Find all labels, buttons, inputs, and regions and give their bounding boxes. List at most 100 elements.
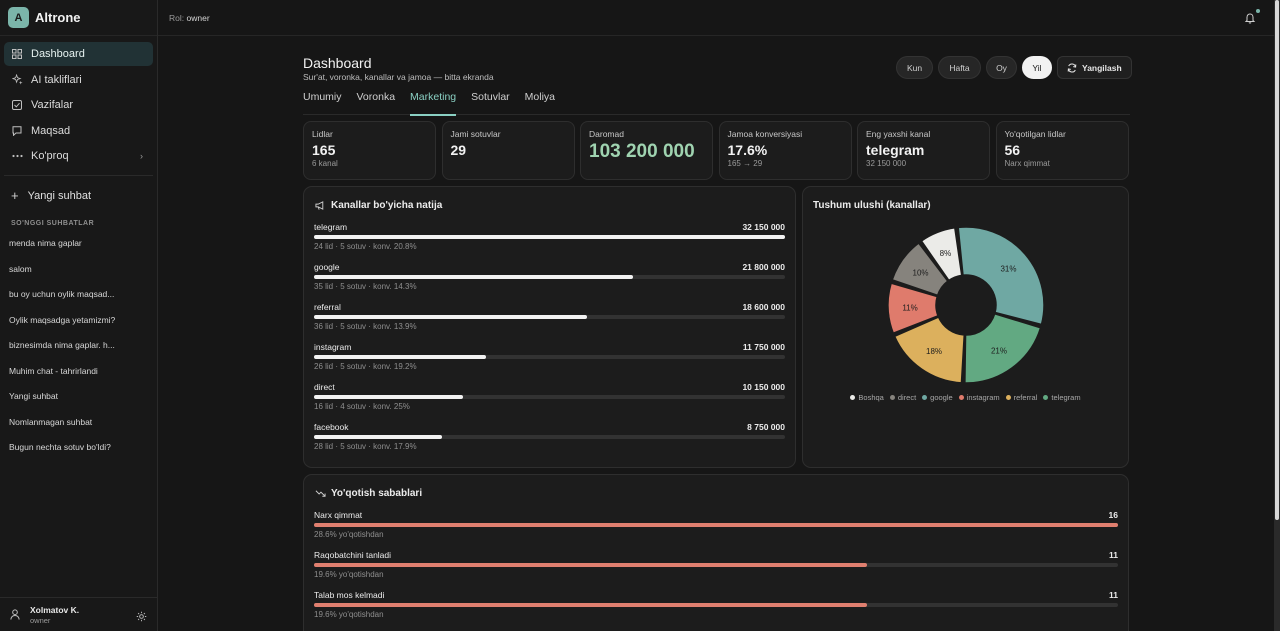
brand-logo: A — [8, 7, 29, 28]
tab-marketing[interactable]: Marketing — [410, 91, 457, 116]
loss-reason-count: 11 — [1109, 590, 1118, 600]
pie-label: 11% — [902, 303, 917, 312]
main-area: Rol: owner Dashboard Sur'at, voronka, ka… — [158, 0, 1280, 631]
kpi-value: 29 — [450, 142, 467, 158]
user-icon — [9, 609, 21, 621]
loss-reason-header: Raqobatchini tanladi 11 — [314, 550, 1118, 560]
sidebar-item-more[interactable]: Ko'proq › — [4, 144, 153, 168]
recent-chat-item[interactable]: Yangi suhbat — [9, 391, 58, 402]
loss-reasons-title-text: Yo'qotish sabablari — [331, 488, 423, 499]
kpi-label: Jami sotuvlar — [450, 129, 501, 139]
sidebar-item-label: Maqsad — [31, 124, 71, 137]
legend-item: referral — [1005, 393, 1038, 402]
channel-bar-track — [314, 355, 785, 359]
channel-bar-fill — [314, 315, 587, 319]
legend-label: telegram — [1051, 393, 1081, 402]
recent-chats-title: SO'NGGI SUHBATLAR — [11, 219, 95, 227]
revenue-share-title: Tushum ulushi (kanallar) — [813, 200, 931, 211]
period-oy-button[interactable]: Oy — [986, 56, 1017, 79]
gear-icon[interactable] — [136, 609, 148, 621]
loss-reason-name: Raqobatchini tanladi — [314, 550, 392, 560]
channel-name: google — [314, 262, 340, 272]
channel-revenue: 32 150 000 — [742, 222, 785, 232]
legend-swatch — [922, 395, 928, 400]
channel-name: telegram — [314, 222, 348, 232]
period-kun-button[interactable]: Kun — [896, 56, 933, 79]
tab-voronka[interactable]: Voronka — [356, 91, 396, 103]
kpi-sub: Narx qimmat — [1004, 159, 1050, 168]
period-selector: Kun Hafta Oy Yil Yangilash — [896, 56, 1132, 79]
megaphone-icon — [315, 200, 326, 211]
legend-item: direct — [889, 393, 917, 402]
channel-revenue: 8 750 000 — [747, 422, 785, 432]
pie-slice-google[interactable] — [887, 282, 940, 335]
channels-card-title: Kanallar bo'yicha natija — [315, 200, 442, 211]
tab-sotuvlar[interactable]: Sotuvlar — [471, 91, 510, 103]
legend-label: Boshqa — [858, 393, 884, 402]
loss-reason-row: Raqobatchini tanladi 11 19.6% yo'qotishdan — [314, 550, 1118, 579]
recent-chat-item[interactable]: bu oy uchun oylik maqsad... — [9, 289, 115, 300]
brand[interactable]: A Altrone — [0, 0, 157, 36]
loss-reason-name: Talab mos kelmadi — [314, 590, 385, 600]
revenue-share-card: Tushum ulushi (kanallar) 31% 21% 18% 11% 10%… — [802, 186, 1129, 468]
pie-slice-telegram[interactable] — [957, 226, 1045, 326]
legend-label: direct — [897, 393, 917, 402]
trending-down-icon — [315, 488, 326, 499]
scrollbar[interactable] — [1274, 0, 1280, 631]
recent-chat-item[interactable]: salom — [9, 263, 32, 274]
tab-moliya[interactable]: Moliya — [524, 91, 556, 103]
tab-umumiy[interactable]: Umumiy — [303, 91, 342, 103]
refresh-icon — [1067, 63, 1077, 73]
pie-slice-instagram[interactable] — [893, 316, 966, 384]
user-info: Xolmatov K. owner — [30, 605, 136, 625]
kpi-value: 103 200 000 — [589, 141, 695, 162]
loss-reasons-title: Yo'qotish sabablari — [315, 488, 422, 499]
kpi-card-eng-yaxshi-kanal: Eng yaxshi kanal telegram 32 150 000 — [857, 121, 990, 180]
sidebar-item-maqsad[interactable]: Maqsad — [4, 119, 153, 143]
legend-label: referral — [1013, 393, 1038, 402]
bell-icon[interactable] — [1244, 11, 1256, 24]
role-value: owner — [186, 12, 210, 23]
loss-reason-count: 11 — [1109, 550, 1118, 560]
recent-chat-item[interactable]: Muhim chat - tahrirlandi — [9, 365, 98, 376]
recent-chat-item[interactable]: menda nima gaplar — [9, 238, 82, 249]
channel-row: direct 10 150 000 16 lid · 4 sotuv · konv.… — [314, 382, 785, 411]
user-role: owner — [30, 615, 51, 625]
chart-legend: Boshqa direct google instagram referral teleg… — [803, 393, 1128, 402]
pie-slice-referral[interactable] — [964, 312, 1042, 384]
page-title: Dashboard — [303, 55, 372, 71]
user-panel: Xolmatov K. owner — [0, 597, 157, 631]
plus-icon: + — [11, 188, 19, 203]
recent-chat-item[interactable]: Bugun nechta sotuv bo'ldi? — [9, 442, 111, 453]
channel-row: telegram 32 150 000 24 lid · 5 sotuv · kon… — [314, 222, 785, 251]
period-yil-button[interactable]: Yil — [1022, 56, 1052, 79]
new-chat-button[interactable]: + Yangi suhbat — [0, 184, 157, 208]
sidebar-item-vazifalar[interactable]: Vazifalar — [4, 93, 153, 117]
kpi-card-yoqotilgan-lidlar: Yo'qotilgan lidlar 56 Narx qimmat — [995, 121, 1129, 180]
legend-swatch — [850, 395, 856, 400]
pie-slice-direct[interactable] — [891, 241, 949, 297]
legend-swatch — [889, 395, 895, 400]
recent-chat-item[interactable]: biznesimda nima gaplar. h... — [9, 340, 115, 351]
channel-revenue: 18 600 000 — [742, 302, 785, 312]
channel-row: facebook 8 750 000 28 lid · 5 sotuv · konv… — [314, 422, 785, 451]
channel-bar-fill — [314, 395, 463, 399]
sidebar-item-ai-takliflari[interactable]: AI takliflari — [4, 68, 153, 92]
loss-bar-fill — [314, 603, 867, 607]
loss-reasons-card: Yo'qotish sabablari Narx qimmat 16 28.6% y… — [303, 474, 1129, 631]
recent-chat-item[interactable]: Nomlanmagan suhbat — [9, 416, 93, 427]
pie-slice-boshqa[interactable] — [920, 226, 963, 282]
refresh-button[interactable]: Yangilash — [1057, 56, 1132, 79]
scrollbar-thumb[interactable] — [1275, 0, 1279, 520]
pie-label: 21% — [991, 346, 1007, 355]
sidebar: A Altrone Dashboard AI takliflari Vazi — [0, 0, 158, 631]
sidebar-item-dashboard[interactable]: Dashboard — [4, 42, 153, 66]
role-prefix: Rol: — [169, 12, 185, 23]
kpi-label: Eng yaxshi kanal — [866, 129, 931, 139]
recent-chat-item[interactable]: Oylik maqsadga yetamizmi? — [9, 314, 116, 325]
sidebar-item-label: Vazifalar — [31, 99, 73, 111]
recent-chats-list: menda nima gaplar salom bu oy uchun oyli… — [0, 231, 157, 461]
channel-row-header: facebook 8 750 000 — [314, 422, 785, 432]
flag-icon — [11, 125, 23, 137]
period-hafta-button[interactable]: Hafta — [938, 56, 981, 79]
